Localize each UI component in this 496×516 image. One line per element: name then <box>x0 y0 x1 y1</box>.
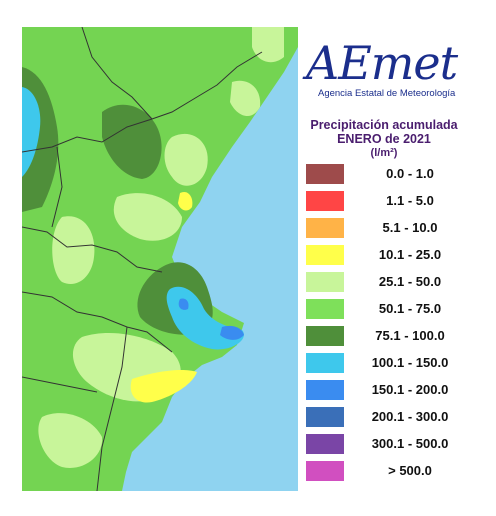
legend-swatch <box>306 434 344 454</box>
zone-10-25 <box>130 369 197 403</box>
legend-label: 100.1 - 150.0 <box>371 355 449 370</box>
zone-25-50 <box>38 413 103 468</box>
legend-item: 5.1 - 10.0 <box>306 218 476 240</box>
zone-25-50 <box>52 216 95 285</box>
legend-item: 150.1 - 200.0 <box>306 380 476 402</box>
zone-100-150 <box>22 87 41 177</box>
legend-label: 0.0 - 1.0 <box>386 166 434 181</box>
map-svg <box>22 27 298 491</box>
legend-swatch <box>306 164 344 184</box>
legend-item: 0.0 - 1.0 <box>306 164 476 186</box>
legend-label: 150.1 - 200.0 <box>371 382 449 397</box>
legend-label: 10.1 - 25.0 <box>378 247 442 262</box>
legend-label: 1.1 - 5.0 <box>386 193 434 208</box>
legend-item: 100.1 - 150.0 <box>306 353 476 375</box>
legend-swatch <box>306 245 344 265</box>
legend-swatch <box>306 326 344 346</box>
zone-150-200 <box>220 325 244 340</box>
legend-label: 5.1 - 10.0 <box>382 220 438 235</box>
legend-item: > 500.0 <box>306 461 476 483</box>
legend-swatch <box>306 407 344 427</box>
zone-25-50 <box>230 80 261 117</box>
aemet-wordmark: AEmet <box>306 36 458 90</box>
zone-150-200 <box>178 298 189 310</box>
legend-swatch <box>306 353 344 373</box>
legend-swatch <box>306 191 344 211</box>
legend-swatch <box>306 218 344 238</box>
legend-item: 1.1 - 5.0 <box>306 191 476 213</box>
agency-name: Agencia Estatal de Meteorología <box>318 88 456 99</box>
legend-label: 25.1 - 50.0 <box>378 274 442 289</box>
legend-swatch <box>306 272 344 292</box>
legend-label: 50.1 - 75.0 <box>378 301 442 316</box>
legend-item: 50.1 - 75.0 <box>306 299 476 321</box>
legend-item: 75.1 - 100.0 <box>306 326 476 348</box>
zone-25-50 <box>164 133 208 186</box>
map-title: Precipitación acumulada ENERO de 2021 (l… <box>298 118 470 160</box>
legend-swatch <box>306 461 344 481</box>
legend-label: 200.1 - 300.0 <box>371 409 449 424</box>
zone-75-100 <box>102 104 162 179</box>
legend-label: > 500.0 <box>388 463 432 478</box>
title-line-1: Precipitación acumulada <box>310 118 458 132</box>
legend-item: 300.1 - 500.0 <box>306 434 476 456</box>
legend-item: 200.1 - 300.0 <box>306 407 476 429</box>
title-unit: (l/m²) <box>370 147 398 159</box>
legend-swatch <box>306 299 344 319</box>
precipitation-map <box>22 27 298 491</box>
legend-item: 10.1 - 25.0 <box>306 245 476 267</box>
legend-item: 25.1 - 50.0 <box>306 272 476 294</box>
legend-label: 300.1 - 500.0 <box>371 436 449 451</box>
zone-25-50 <box>113 193 182 241</box>
region-borders <box>22 27 263 491</box>
zone-10-25 <box>178 191 193 211</box>
legend-label: 75.1 - 100.0 <box>375 328 445 343</box>
aemet-logo: AEmet Agencia Estatal de Meteorología <box>300 38 458 102</box>
title-line-2: ENERO de 2021 <box>337 132 431 146</box>
legend-swatch <box>306 380 344 400</box>
